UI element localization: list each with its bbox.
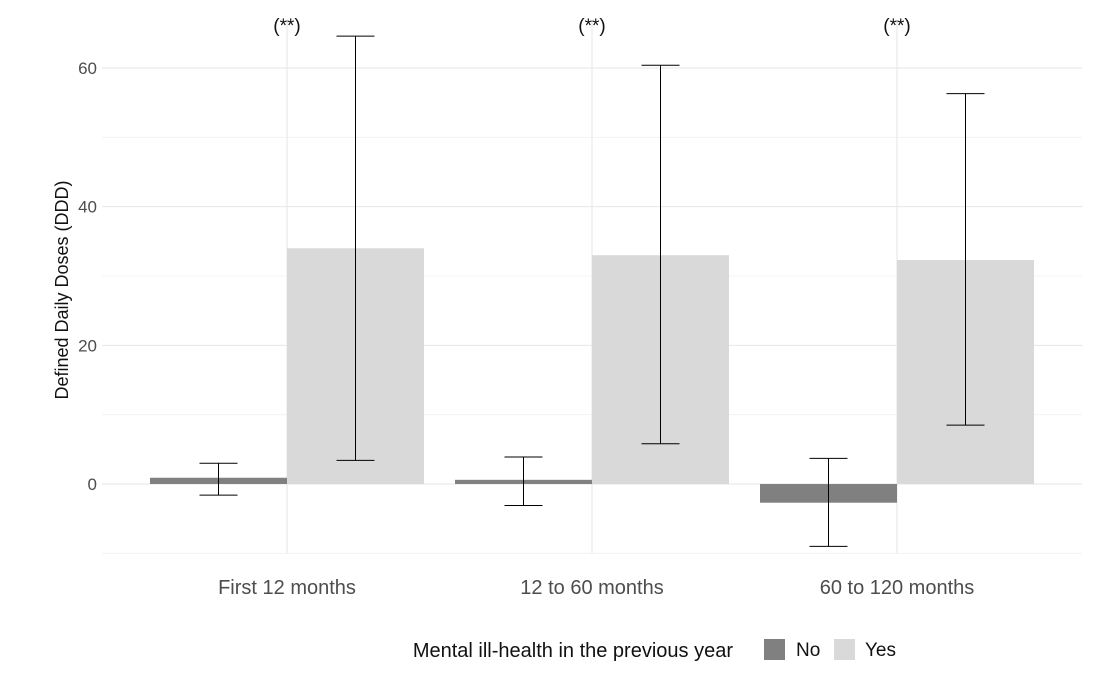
error-bar-no <box>199 462 238 496</box>
x-tick-label: 12 to 60 months <box>520 577 663 599</box>
y-tick-label: 20 <box>78 336 97 355</box>
y-axis-label: Defined Daily Doses (DDD) <box>52 180 72 399</box>
legend-title: Mental ill-health in the previous year <box>413 640 734 662</box>
legend-label-yes: Yes <box>865 640 896 661</box>
annotations: (**) (**) (**) <box>273 16 910 37</box>
x-axis-ticks: First 12 months 12 to 60 months 60 to 120 … <box>218 577 974 599</box>
legend-swatch-no <box>764 639 785 660</box>
bars <box>150 248 1034 503</box>
legend-label-no: No <box>796 640 820 661</box>
y-tick-label: 40 <box>78 198 97 217</box>
significance-annotation: (**) <box>578 16 605 37</box>
significance-annotation: (**) <box>883 16 910 37</box>
error-bars <box>199 35 985 547</box>
y-axis-ticks: 0 20 40 60 <box>78 59 97 494</box>
y-tick-label: 60 <box>78 59 97 78</box>
y-tick-label: 0 <box>88 475 97 494</box>
x-tick-label: First 12 months <box>218 577 356 599</box>
legend-swatch-yes <box>834 639 855 660</box>
error-bar-yes <box>336 35 375 461</box>
legend: Mental ill-health in the previous year N… <box>413 639 896 662</box>
error-bar-yes <box>641 64 680 445</box>
error-bar-no <box>504 456 543 506</box>
significance-annotation: (**) <box>273 16 300 37</box>
x-tick-label: 60 to 120 months <box>820 577 975 599</box>
error-bar-yes <box>946 93 985 426</box>
error-bar-no <box>809 457 848 547</box>
